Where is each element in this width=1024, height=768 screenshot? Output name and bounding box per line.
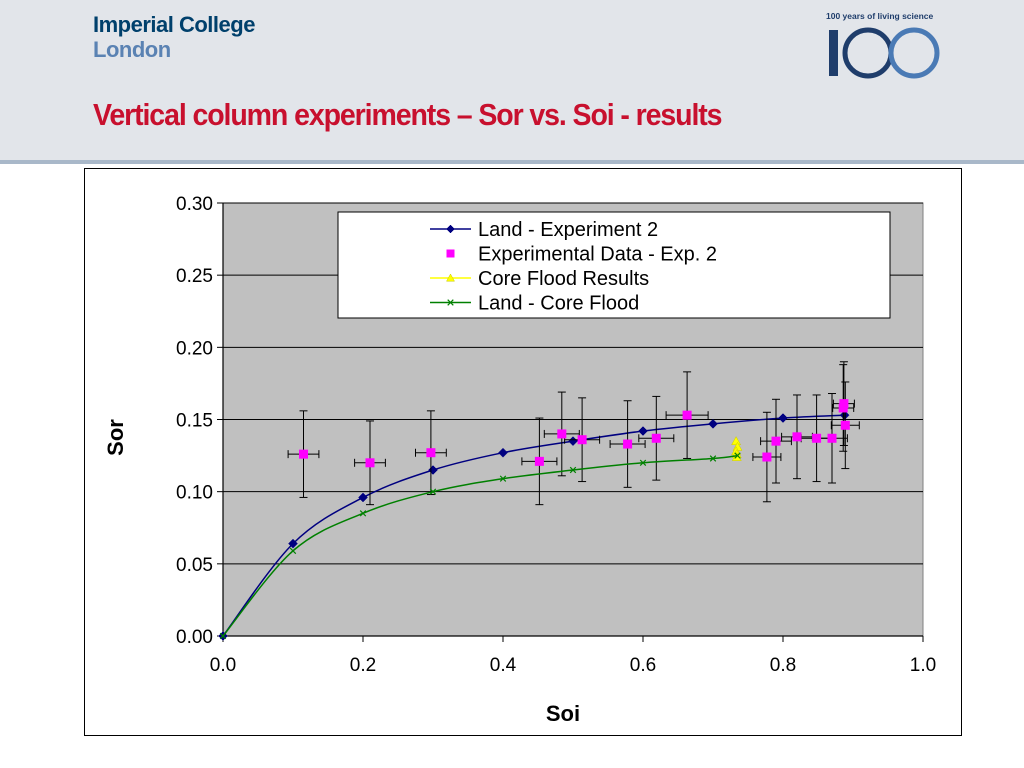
data-point bbox=[289, 547, 297, 555]
data-point bbox=[219, 632, 227, 640]
legend-item: Land - Core Flood bbox=[430, 293, 639, 315]
y-tick-label: 0.05 bbox=[176, 555, 213, 576]
data-point bbox=[839, 399, 849, 409]
y-tick-label: 0.20 bbox=[176, 338, 213, 359]
data-point bbox=[623, 439, 633, 449]
data-point bbox=[299, 449, 308, 459]
logo-line-1: Imperial College bbox=[93, 12, 255, 37]
data-point bbox=[771, 436, 781, 446]
legend-marker bbox=[447, 299, 454, 306]
header-divider bbox=[0, 160, 1024, 164]
legend-label: Land - Experiment 2 bbox=[478, 219, 658, 241]
y-tick-label: 0.30 bbox=[176, 194, 213, 215]
data-point bbox=[840, 420, 850, 430]
data-point bbox=[426, 448, 436, 458]
x-marker-stroke bbox=[359, 510, 367, 517]
data-point bbox=[569, 466, 577, 474]
data-point bbox=[534, 456, 544, 466]
x-marker-stroke bbox=[219, 632, 227, 640]
centenary-caption: 100 years of living science bbox=[826, 11, 934, 21]
series-3 bbox=[219, 452, 741, 640]
y-tick-label: 0.10 bbox=[176, 483, 213, 504]
data-point bbox=[365, 458, 375, 468]
data-point bbox=[762, 452, 772, 462]
data-point bbox=[812, 433, 822, 443]
imperial-college-logo: Imperial College London bbox=[93, 12, 255, 62]
series-line bbox=[222, 414, 845, 637]
legend-item: Land - Experiment 2 bbox=[430, 219, 658, 241]
x-marker-stroke bbox=[569, 466, 577, 474]
data-point bbox=[651, 433, 661, 443]
x-marker-stroke bbox=[447, 299, 454, 306]
data-point bbox=[577, 435, 587, 445]
data-point bbox=[639, 459, 647, 467]
data-point bbox=[708, 418, 718, 429]
x-axis-title: Soi bbox=[546, 701, 580, 726]
data-point bbox=[557, 429, 567, 439]
y-tick-label: 0.15 bbox=[176, 411, 213, 432]
legend-marker bbox=[446, 249, 455, 258]
centenary-100-mark bbox=[829, 27, 940, 79]
x-tick-label: 0.2 bbox=[350, 655, 376, 676]
x-marker-stroke bbox=[499, 475, 507, 482]
data-point bbox=[839, 410, 850, 421]
x-tick-label: 0.4 bbox=[490, 655, 517, 676]
x-marker-stroke bbox=[734, 452, 741, 459]
legend-marker bbox=[446, 273, 455, 282]
y-tick-label: 0.00 bbox=[176, 627, 213, 648]
data-point bbox=[359, 510, 367, 517]
x-marker-stroke bbox=[639, 459, 647, 467]
legend-item: Experimental Data - Exp. 2 bbox=[446, 244, 717, 266]
centenary-logo: 100 years of living science bbox=[826, 11, 944, 83]
x-tick-label: 0.6 bbox=[630, 655, 656, 676]
y-tick-label: 0.25 bbox=[176, 266, 213, 287]
data-point bbox=[792, 432, 802, 442]
chart-legend: Land - Experiment 2 Experimental Data - E… bbox=[337, 211, 891, 319]
legend-marker bbox=[446, 224, 455, 234]
data-point bbox=[827, 433, 837, 443]
x-tick-label: 1.0 bbox=[910, 655, 936, 676]
legend-label: Core Flood Results bbox=[478, 268, 649, 290]
x-marker-stroke bbox=[709, 455, 717, 462]
logo-line-2: London bbox=[93, 37, 171, 62]
data-point bbox=[499, 475, 507, 482]
slide-header bbox=[0, 0, 1024, 162]
x-marker-stroke bbox=[289, 547, 297, 555]
legend-item: Core Flood Results bbox=[430, 268, 649, 290]
legend-label: Land - Core Flood bbox=[478, 293, 639, 315]
x-marker-stroke bbox=[429, 488, 437, 495]
data-point bbox=[288, 538, 298, 549]
data-point bbox=[709, 455, 717, 462]
chart-frame: 0.00 0.05 0.10 0.15 0.20 0.25 0.30 0.0 0.2 0.4 0.6… bbox=[84, 168, 962, 736]
data-point bbox=[358, 492, 368, 503]
x-tick-label: 0.8 bbox=[770, 655, 796, 676]
data-point bbox=[498, 447, 508, 458]
data-point bbox=[734, 452, 741, 459]
data-point bbox=[778, 413, 788, 423]
data-point bbox=[682, 410, 692, 420]
data-point bbox=[638, 426, 648, 436]
x-tick-label: 0.0 bbox=[210, 655, 236, 676]
sor-vs-soi-chart: 0.00 0.05 0.10 0.15 0.20 0.25 0.30 0.0 0.2 0.4 0.6… bbox=[103, 194, 936, 726]
slide-title: Vertical column experiments – Sor vs. So… bbox=[93, 97, 723, 132]
series-line bbox=[222, 454, 738, 637]
series-1 bbox=[287, 361, 860, 506]
data-point bbox=[429, 488, 437, 495]
y-axis-title: Sor bbox=[103, 419, 128, 456]
legend-label: Experimental Data - Exp. 2 bbox=[478, 244, 717, 266]
